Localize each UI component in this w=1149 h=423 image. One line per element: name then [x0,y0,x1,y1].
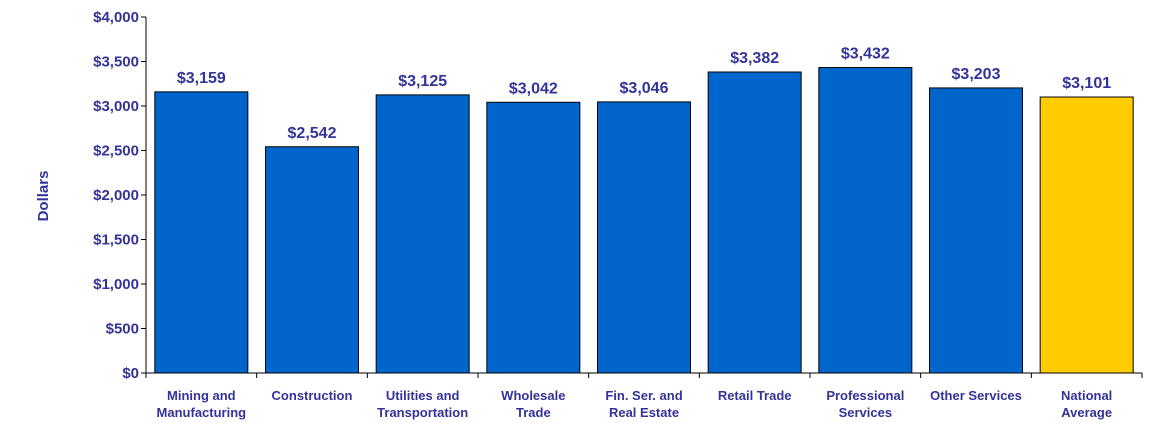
data-label: $3,203 [952,66,1001,83]
data-label: $3,046 [620,80,669,97]
bar [818,67,913,374]
bar [597,101,691,374]
x-tick-label: Mining and Manufacturing [157,388,247,420]
data-label: $3,101 [1062,75,1111,92]
data-label: $3,432 [841,46,890,63]
y-tick-label: $4,000 [93,9,139,26]
y-axis-title: Dollars [35,171,52,222]
x-tick-label: Utilities and Transportation [377,388,468,420]
bar [265,146,359,374]
data-label: $3,382 [730,50,779,67]
y-axis-ticks: $0 $500 $1,000 $1,500 $2,000 $2,500 $3,000 $3,5… [93,9,146,382]
bar [929,87,1023,374]
y-tick-label: $3,000 [93,98,139,115]
y-tick-label: $2,000 [93,187,139,204]
x-tick-label: Construction [272,388,353,403]
bar [154,91,249,374]
x-tick-label: Fin. Ser. and Real Estate [605,388,682,420]
y-tick-label: $1,000 [93,276,139,293]
data-label: $3,125 [398,73,447,90]
bar [707,71,802,374]
x-tick-label: National Average [1061,388,1112,420]
x-axis-labels: Mining and Manufacturing Construction Utili… [157,388,1113,420]
y-tick-label: $1,500 [93,232,139,249]
axes [145,17,1143,378]
y-tick-label: $0 [122,365,139,382]
y-tick-label: $500 [106,321,139,338]
x-tick-label: Retail Trade [718,388,792,403]
bar [1039,96,1134,374]
y-tick-label: $3,500 [93,54,139,71]
data-label: $3,159 [177,70,226,87]
data-label: $3,042 [509,80,558,97]
data-labels: $3,159 $2,542 $3,125 $3,042 $3,046 $3,382 $3,4… [177,46,1111,142]
data-label: $2,542 [288,125,337,142]
y-tick-label: $2,500 [93,143,139,160]
x-tick-label: Wholesale Trade [501,388,565,420]
bar [486,101,581,374]
bar [375,94,470,374]
x-tick-label: Other Services [930,388,1022,403]
x-tick-label: Professional Services [826,388,904,420]
bars [154,67,1134,374]
